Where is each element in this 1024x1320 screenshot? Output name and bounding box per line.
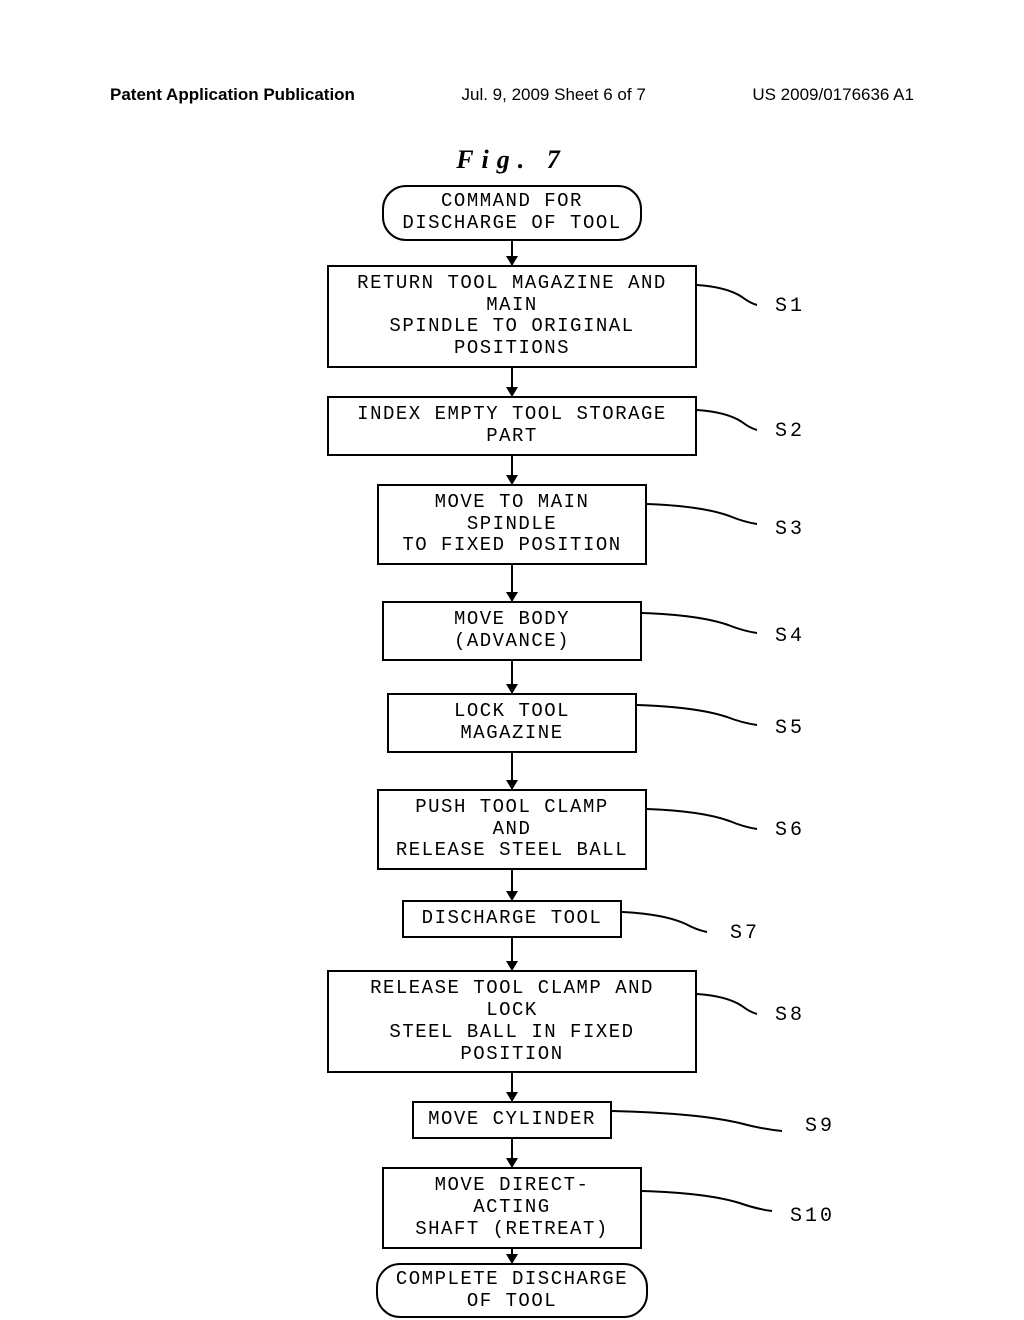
arrow-icon [511,870,514,900]
connector-curve-icon [697,994,757,1024]
flowchart-step: RELEASE TOOL CLAMP AND LOCKSTEEL BALL IN… [327,970,697,1101]
arrow-icon [511,753,514,789]
process-box: PUSH TOOL CLAMP ANDRELEASE STEEL BALLS6 [377,789,647,871]
step-label: S3 [775,518,805,541]
process-box: MOVE DIRECT-ACTINGSHAFT (RETREAT)S10 [382,1167,642,1249]
step-label: S7 [730,922,760,945]
flowchart-step: RETURN TOOL MAGAZINE AND MAINSPINDLE TO … [327,265,697,396]
process-box: RELEASE TOOL CLAMP AND LOCKSTEEL BALL IN… [327,970,697,1073]
process-text: INDEX EMPTY TOOL STORAGE PART [343,404,681,448]
flowchart-step: PUSH TOOL CLAMP ANDRELEASE STEEL BALLS6 [377,789,647,901]
process-box: MOVE CYLINDERS9 [412,1101,612,1139]
process-text: SHAFT (RETREAT) [398,1219,626,1241]
flowchart: COMMAND FOR DISCHARGE OF TOOL RETURN TOO… [327,185,697,1318]
process-text: PUSH TOOL CLAMP AND [393,797,631,841]
process-text: MOVE DIRECT-ACTING [398,1175,626,1219]
connector-curve-icon [642,613,757,643]
connector-curve-icon [637,705,757,735]
process-text: RELEASE STEEL BALL [393,840,631,862]
header-date-sheet: Jul. 9, 2009 Sheet 6 of 7 [461,85,645,105]
process-box: RETURN TOOL MAGAZINE AND MAINSPINDLE TO … [327,265,697,368]
process-text: MOVE BODY (ADVANCE) [398,609,626,653]
start-line2: DISCHARGE OF TOOL [402,213,621,235]
step-label: S6 [775,819,805,842]
process-text: SPINDLE TO ORIGINAL POSITIONS [343,316,681,360]
flowchart-end: COMPLETE DISCHARGE OF TOOL [376,1263,648,1319]
process-text: LOCK TOOL MAGAZINE [403,701,621,745]
end-line1: COMPLETE DISCHARGE [396,1269,628,1291]
process-box: DISCHARGE TOOLS7 [402,900,622,938]
connector-curve-icon [642,1191,772,1221]
flowchart-step: MOVE CYLINDERS9 [412,1101,612,1167]
arrow-icon [511,1249,514,1263]
process-box: LOCK TOOL MAGAZINES5 [387,693,637,753]
connector-curve-icon [622,912,707,942]
step-label: S4 [775,625,805,648]
step-label: S10 [790,1205,835,1228]
connector-curve-icon [697,285,757,315]
process-text: RELEASE TOOL CLAMP AND LOCK [343,978,681,1022]
step-label: S8 [775,1004,805,1027]
process-text: STEEL BALL IN FIXED POSITION [343,1022,681,1066]
arrow-icon [511,938,514,970]
connector-curve-icon [612,1111,782,1141]
process-text: MOVE CYLINDER [428,1109,596,1131]
arrow-icon [511,241,514,265]
flowchart-step: INDEX EMPTY TOOL STORAGE PARTS2 [327,396,697,484]
flowchart-step: MOVE BODY (ADVANCE)S4 [382,601,642,693]
arrow-icon [511,368,514,396]
process-box: MOVE TO MAIN SPINDLETO FIXED POSITIONS3 [377,484,647,566]
start-line1: COMMAND FOR [402,191,621,213]
header-publication: Patent Application Publication [110,85,355,105]
arrow-icon [511,456,514,484]
flowchart-step: MOVE TO MAIN SPINDLETO FIXED POSITIONS3 [377,484,647,602]
arrow-icon [511,661,514,693]
flowchart-start: COMMAND FOR DISCHARGE OF TOOL [382,185,641,241]
flowchart-step: DISCHARGE TOOLS7 [402,900,622,970]
process-box: MOVE BODY (ADVANCE)S4 [382,601,642,661]
process-box: INDEX EMPTY TOOL STORAGE PARTS2 [327,396,697,456]
flowchart-step: LOCK TOOL MAGAZINES5 [387,693,637,789]
page-header: Patent Application Publication Jul. 9, 2… [0,85,1024,105]
process-text: DISCHARGE TOOL [418,908,606,930]
figure-title: Fig. 7 [456,145,568,175]
flowchart-step: MOVE DIRECT-ACTINGSHAFT (RETREAT)S10 [382,1167,642,1263]
arrow-icon [511,565,514,601]
process-text: TO FIXED POSITION [393,535,631,557]
process-text: RETURN TOOL MAGAZINE AND MAIN [343,273,681,317]
step-label: S1 [775,295,805,318]
arrow-icon [511,1073,514,1101]
process-text: MOVE TO MAIN SPINDLE [393,492,631,536]
step-label: S2 [775,420,805,443]
header-patent-number: US 2009/0176636 A1 [752,85,914,105]
connector-curve-icon [647,809,757,839]
step-label: S5 [775,717,805,740]
end-line2: OF TOOL [396,1291,628,1313]
step-label: S9 [805,1115,835,1138]
connector-curve-icon [697,410,757,440]
arrow-icon [511,1139,514,1167]
connector-curve-icon [647,504,757,534]
